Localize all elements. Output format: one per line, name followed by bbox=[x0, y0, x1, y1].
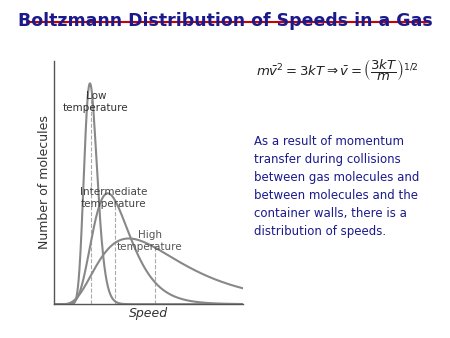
Text: $m\bar{v}^2 = 3kT \Rightarrow \bar{v} = \left(\dfrac{3kT}{m}\right)^{1/2}$: $m\bar{v}^2 = 3kT \Rightarrow \bar{v} = … bbox=[256, 57, 419, 83]
Text: Boltzmann Distribution of Speeds in a Gas: Boltzmann Distribution of Speeds in a Ga… bbox=[18, 12, 432, 30]
Text: High
temperature: High temperature bbox=[117, 231, 183, 252]
Text: As a result of momentum
transfer during collisions
between gas molecules and
bet: As a result of momentum transfer during … bbox=[254, 135, 419, 238]
X-axis label: Speed: Speed bbox=[129, 307, 168, 320]
Text: Low
temperature: Low temperature bbox=[63, 91, 129, 113]
Y-axis label: Number of molecules: Number of molecules bbox=[38, 116, 51, 249]
Text: Intermediate
temperature: Intermediate temperature bbox=[80, 187, 147, 209]
